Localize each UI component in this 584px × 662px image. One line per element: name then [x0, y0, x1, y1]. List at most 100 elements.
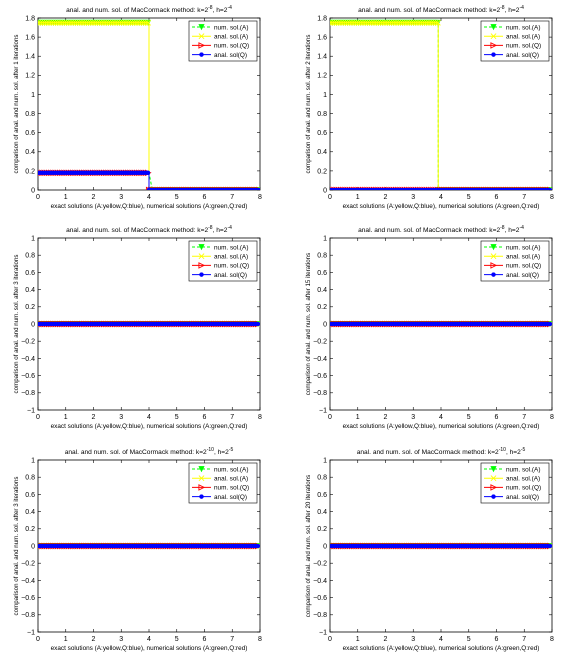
y-tick-label: −0.2	[21, 561, 35, 568]
x-tick-label: 7	[230, 414, 234, 421]
data-marker	[255, 543, 260, 549]
data-marker	[386, 19, 393, 26]
legend-label: num. sol.(Q)	[214, 263, 249, 270]
y-tick-label: 1.6	[317, 35, 327, 42]
legend-marker	[198, 253, 205, 260]
legend-marker	[199, 272, 204, 277]
data-marker	[76, 19, 83, 26]
y-tick-label: 1	[323, 457, 327, 464]
title-h-part: , h=2	[505, 7, 520, 14]
legend-marker	[490, 253, 497, 260]
data-marker	[85, 19, 92, 26]
y-tick-label: −0.2	[21, 339, 35, 346]
legend-marker	[198, 466, 205, 473]
data-marker	[351, 19, 358, 26]
data-marker	[344, 19, 351, 26]
title-main: anal. and num. sol. of MacCormack method…	[66, 7, 208, 14]
data-marker	[120, 19, 127, 26]
data-marker	[54, 19, 61, 26]
x-tick-label: 7	[522, 636, 526, 643]
data-marker	[39, 19, 46, 26]
x-tick-label: 8	[550, 194, 554, 201]
x-tick-label: 4	[147, 414, 151, 421]
legend-marker	[490, 262, 498, 269]
x-tick-label: 0	[328, 414, 332, 421]
x-tick-label: 0	[36, 194, 40, 201]
y-tick-label: 0.2	[25, 304, 35, 311]
y-tick-label: 0.8	[317, 253, 327, 260]
data-marker	[388, 19, 395, 26]
x-tick-label: 4	[147, 636, 151, 643]
title-k-exponent: -10	[499, 447, 506, 453]
legend-marker	[490, 33, 497, 40]
x-tick-label: 1	[356, 636, 360, 643]
legend-label: anal. sol(Q)	[506, 494, 539, 501]
data-marker	[349, 19, 355, 26]
title-k-exponent: -8	[208, 225, 213, 231]
x-tick-label: 7	[522, 194, 526, 201]
y-tick-label: −1	[27, 629, 35, 636]
legend-label: num. sol.(Q)	[506, 43, 541, 50]
legend-marker	[490, 244, 497, 251]
x-axis-label: exact solutions (A:yellow,Q:blue), numer…	[51, 203, 248, 210]
y-tick-label: 0.4	[25, 149, 35, 156]
chart-panel-6: 0 1 2 3 4 5 6 7 8 −1 −0.8 −0.6 −0.4 −0.2 0 0.2 0.4 0.6 0.8…	[305, 447, 554, 652]
series-anal. sol(Q)	[330, 187, 552, 190]
x-tick-label: 2	[92, 194, 96, 201]
legend-label: num. sol.(Q)	[214, 485, 249, 492]
y-tick-label: 0.6	[25, 130, 35, 137]
data-marker	[43, 19, 50, 26]
data-marker	[371, 19, 377, 26]
data-marker	[432, 19, 439, 26]
data-marker	[68, 19, 74, 26]
legend-label: num. sol.(Q)	[506, 485, 541, 492]
title-h-exponent: -4	[519, 225, 524, 231]
chart-title: anal. and num. sol. of MacCormack method…	[358, 5, 524, 14]
series-layer	[38, 19, 260, 190]
x-tick-label: 4	[147, 194, 151, 201]
y-tick-label: −0.4	[21, 578, 35, 585]
data-marker	[83, 19, 90, 26]
series-layer	[330, 19, 552, 190]
title-k-exponent: -8	[500, 225, 505, 231]
x-tick-label: 0	[328, 194, 332, 201]
data-marker	[401, 19, 408, 26]
title-main: anal. and num. sol. of MacCormack method…	[65, 449, 207, 456]
title-h-exponent: -4	[519, 5, 524, 11]
x-tick-label: 2	[92, 414, 96, 421]
series-layer	[38, 320, 260, 328]
x-tick-label: 3	[411, 636, 415, 643]
data-marker	[123, 19, 129, 26]
y-tick-label: 0.2	[25, 168, 35, 175]
x-axis-label: exact solutions (A:yellow,Q:blue), numer…	[343, 203, 540, 210]
legend-marker	[198, 42, 206, 49]
legend-label: num. sol.(A)	[214, 24, 248, 31]
x-tick-label: 6	[203, 194, 207, 201]
data-marker	[52, 19, 59, 26]
x-tick-label: 1	[64, 194, 68, 201]
x-tick-label: 4	[439, 636, 443, 643]
data-marker	[412, 19, 419, 26]
data-marker	[430, 19, 437, 26]
data-marker	[63, 19, 70, 26]
legend-label: anal. sol(Q)	[214, 494, 247, 501]
data-marker	[101, 19, 107, 26]
x-tick-label: 7	[230, 194, 234, 201]
data-marker	[90, 19, 96, 26]
data-marker	[333, 19, 340, 26]
data-marker	[81, 19, 88, 26]
title-main: anal. and num. sol. of MacCormack method…	[358, 7, 500, 14]
legend-label: num. sol.(A)	[506, 24, 540, 31]
data-marker	[107, 19, 114, 26]
data-marker	[57, 19, 63, 26]
data-marker	[38, 19, 44, 26]
data-marker	[399, 19, 406, 26]
legend-label: anal. sol(Q)	[214, 52, 247, 59]
y-tick-label: 0.6	[25, 492, 35, 499]
y-tick-label: 1.2	[25, 73, 35, 80]
y-tick-label: 0.6	[317, 492, 327, 499]
legend-marker	[198, 244, 205, 251]
y-tick-label: 0	[323, 187, 327, 194]
chart-title: anal. and num. sol. of MacCormack method…	[66, 225, 232, 234]
data-marker	[255, 321, 260, 327]
